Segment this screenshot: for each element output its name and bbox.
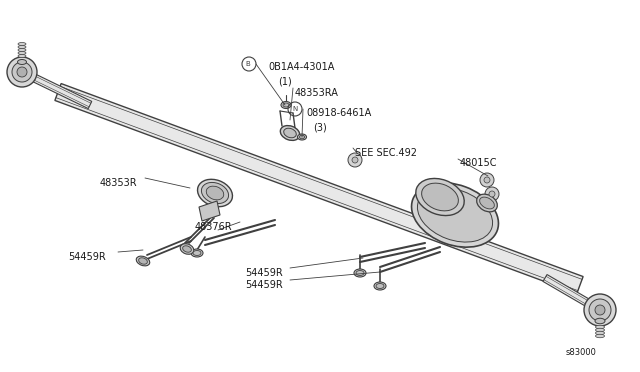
Circle shape <box>480 173 494 187</box>
Ellipse shape <box>595 334 605 338</box>
Ellipse shape <box>18 55 26 58</box>
Text: 0B1A4-4301A: 0B1A4-4301A <box>268 62 334 72</box>
Text: 48376R: 48376R <box>195 222 232 232</box>
Ellipse shape <box>417 188 493 242</box>
Text: B: B <box>246 61 250 67</box>
Polygon shape <box>199 201 220 221</box>
Text: 54459R: 54459R <box>245 280 283 290</box>
Ellipse shape <box>477 194 497 212</box>
Ellipse shape <box>281 102 291 109</box>
Circle shape <box>485 187 499 201</box>
Circle shape <box>17 67 27 77</box>
Circle shape <box>589 299 611 321</box>
Ellipse shape <box>139 258 147 264</box>
Text: 48353RA: 48353RA <box>295 88 339 98</box>
Ellipse shape <box>198 179 232 207</box>
Text: 08918-6461A: 08918-6461A <box>306 108 371 118</box>
Ellipse shape <box>17 60 26 64</box>
Circle shape <box>7 57 37 87</box>
Ellipse shape <box>356 270 364 276</box>
Circle shape <box>489 191 495 197</box>
Ellipse shape <box>300 135 305 139</box>
Circle shape <box>484 177 490 183</box>
Ellipse shape <box>595 331 605 335</box>
Ellipse shape <box>412 183 499 247</box>
Text: 54459R: 54459R <box>68 252 106 262</box>
Ellipse shape <box>283 103 289 107</box>
Circle shape <box>584 294 616 326</box>
Ellipse shape <box>202 182 228 203</box>
Ellipse shape <box>595 328 605 332</box>
Text: (3): (3) <box>313 122 327 132</box>
Ellipse shape <box>136 256 150 266</box>
Ellipse shape <box>595 318 605 324</box>
Ellipse shape <box>595 325 605 329</box>
Circle shape <box>348 153 362 167</box>
Circle shape <box>12 62 32 82</box>
Ellipse shape <box>18 42 26 45</box>
Text: 54459R: 54459R <box>245 268 283 278</box>
Text: N: N <box>292 106 298 112</box>
Text: SEE SEC.492: SEE SEC.492 <box>355 148 417 158</box>
Polygon shape <box>55 84 583 294</box>
Ellipse shape <box>374 282 386 290</box>
Ellipse shape <box>206 186 224 200</box>
Ellipse shape <box>284 128 296 138</box>
Ellipse shape <box>191 249 203 257</box>
Ellipse shape <box>18 51 26 55</box>
Text: 48015C: 48015C <box>460 158 497 168</box>
Text: s83000: s83000 <box>566 348 597 357</box>
Ellipse shape <box>298 134 307 140</box>
Text: (1): (1) <box>278 76 292 86</box>
Polygon shape <box>20 68 92 109</box>
Ellipse shape <box>422 183 458 211</box>
Ellipse shape <box>354 269 366 277</box>
Ellipse shape <box>18 45 26 48</box>
Ellipse shape <box>376 283 384 289</box>
Circle shape <box>595 305 605 315</box>
Circle shape <box>352 157 358 163</box>
Ellipse shape <box>180 244 194 254</box>
Polygon shape <box>543 275 602 314</box>
Ellipse shape <box>479 197 494 209</box>
Ellipse shape <box>193 250 201 256</box>
Ellipse shape <box>416 179 464 215</box>
Ellipse shape <box>182 246 191 252</box>
Ellipse shape <box>18 48 26 51</box>
Ellipse shape <box>280 126 300 140</box>
Text: 48353R: 48353R <box>100 178 138 188</box>
